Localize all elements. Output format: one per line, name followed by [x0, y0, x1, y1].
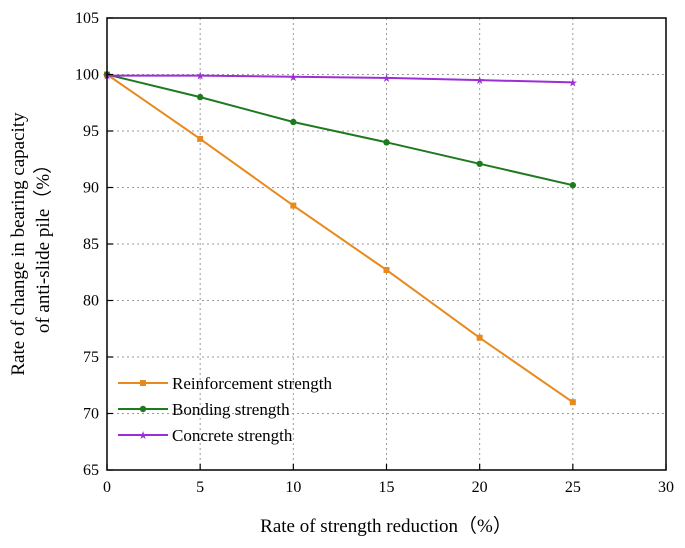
- axis-ticks: 0 5 10 15 20 25 30 65 70 75 80 85 90 95 100 105: [75, 10, 674, 496]
- data-point-bonding: [383, 139, 390, 146]
- data-point-reinforcement: [476, 334, 483, 341]
- data-point-concrete: ★: [195, 70, 205, 83]
- y-tick-label: 100: [75, 67, 99, 84]
- x-tick-label: 10: [285, 479, 301, 496]
- legend-entry-concrete: ★ Concrete strength: [118, 426, 293, 445]
- y-tick-label: 90: [83, 180, 99, 197]
- legend-marker-reinforcement: [140, 380, 146, 386]
- data-point-concrete: ★: [382, 72, 392, 85]
- y-tick-label: 65: [83, 462, 99, 479]
- series-line-bonding: [106, 73, 574, 187]
- data-point-bonding: [290, 118, 297, 126]
- x-tick-label: 0: [103, 479, 111, 496]
- y-tick-label: 95: [83, 123, 99, 140]
- legend-label-bonding: Bonding strength: [172, 400, 290, 419]
- x-tick-label: 30: [658, 479, 674, 496]
- legend-entry-reinforcement: Reinforcement strength: [118, 374, 333, 393]
- x-tick-label: 25: [565, 479, 581, 496]
- legend-marker-bonding: [139, 405, 147, 413]
- x-tick-label: 5: [196, 479, 204, 496]
- legend-label-reinforcement: Reinforcement strength: [172, 374, 333, 393]
- legend-label-concrete: Concrete strength: [172, 426, 293, 445]
- y-tick-label: 80: [83, 293, 99, 310]
- series-line-concrete: [107, 74, 573, 84]
- data-point-reinforcement: [290, 202, 297, 209]
- data-point-reinforcement: [383, 266, 390, 273]
- series-line-reinforcement: [106, 73, 574, 404]
- x-axis-title: Rate of strength reduction（%）: [260, 515, 512, 537]
- data-point-concrete: ★: [475, 74, 485, 87]
- x-tick-label: 20: [472, 479, 488, 496]
- data-point-concrete: ★: [288, 71, 298, 84]
- data-point-bonding: [476, 160, 483, 167]
- x-tick-label: 15: [379, 479, 395, 496]
- y-tick-label: 75: [83, 349, 99, 366]
- data-point-bonding: [196, 93, 204, 101]
- y-tick-label: 105: [75, 10, 99, 27]
- data-point-bonding: [569, 182, 577, 189]
- legend: Reinforcement strength Bonding strength …: [118, 374, 333, 445]
- data-point-reinforcement: [197, 135, 204, 142]
- y-tick-label: 85: [83, 236, 99, 253]
- data-point-concrete: ★: [568, 76, 578, 89]
- data-point-reinforcement: [569, 399, 576, 406]
- series-layer: ★ ★ ★ ★ ★ ★: [102, 70, 578, 406]
- y-tick-label: 70: [83, 406, 99, 423]
- legend-entry-bonding: Bonding strength: [118, 400, 290, 419]
- legend-marker-concrete: ★: [138, 429, 148, 442]
- y-axis-title-line2: of anti-slide pile（%）: [32, 155, 54, 333]
- y-axis-title-line1: Rate of change in bearing capacity: [8, 112, 29, 376]
